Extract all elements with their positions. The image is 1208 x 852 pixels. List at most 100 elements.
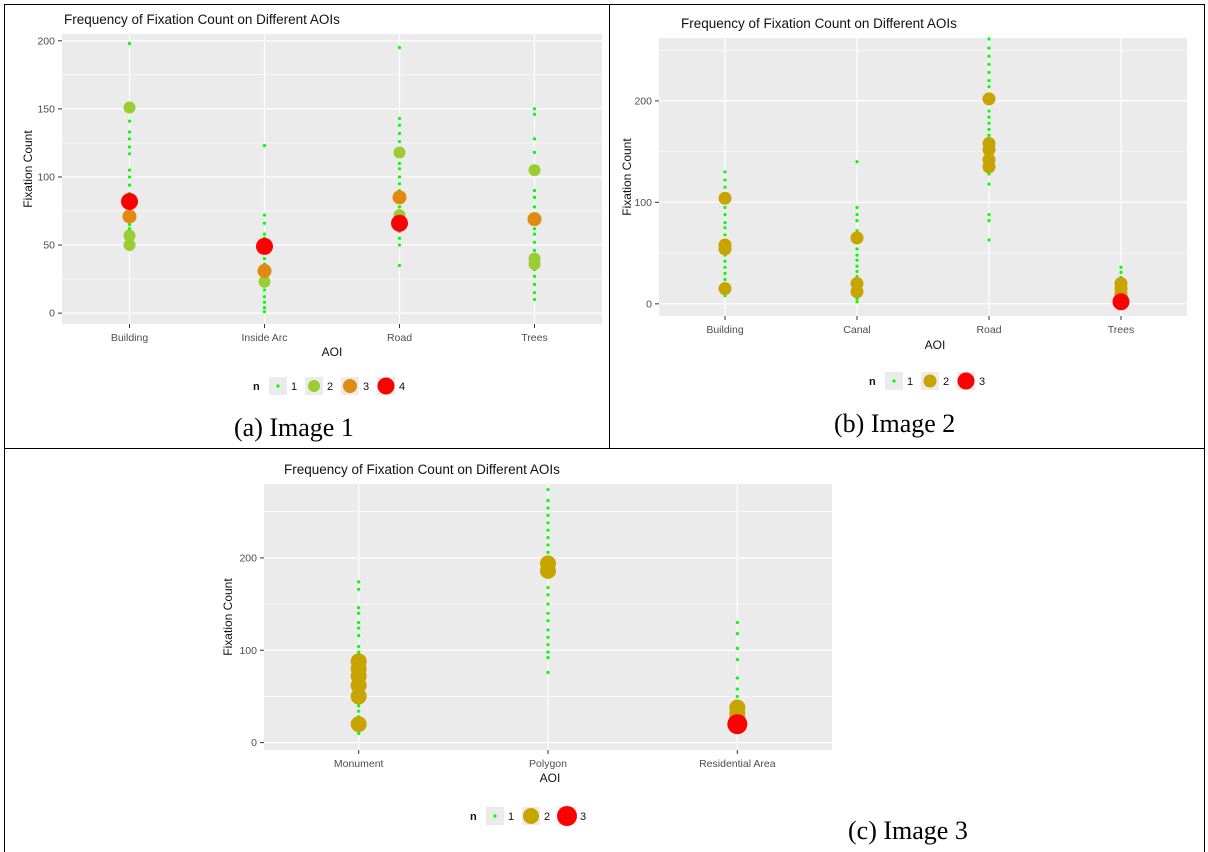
data-point bbox=[262, 221, 267, 225]
caption-image3: (c) Image 3 bbox=[848, 816, 968, 845]
x-tick-label: Trees bbox=[1108, 324, 1134, 336]
y-tick-label: 0 bbox=[49, 308, 55, 320]
data-point bbox=[723, 212, 727, 217]
data-point bbox=[723, 271, 727, 275]
data-point bbox=[987, 37, 991, 41]
data-point bbox=[123, 239, 136, 252]
legend-symbol bbox=[308, 380, 320, 392]
data-point bbox=[546, 650, 550, 654]
data-point bbox=[123, 101, 136, 114]
legend-symbol bbox=[957, 372, 975, 390]
data-point bbox=[532, 107, 537, 111]
legend-label: 3 bbox=[979, 376, 985, 388]
data-point bbox=[718, 282, 732, 296]
data-point bbox=[540, 562, 556, 579]
x-tick-label: Monument bbox=[334, 758, 384, 770]
data-point bbox=[546, 521, 550, 525]
data-point bbox=[546, 670, 550, 675]
data-point bbox=[397, 167, 402, 171]
data-point bbox=[855, 247, 859, 251]
data-point bbox=[723, 178, 727, 182]
data-point bbox=[546, 550, 550, 554]
data-point bbox=[262, 295, 267, 299]
data-point bbox=[532, 232, 537, 236]
x-tick-label: Residential Area bbox=[699, 758, 776, 770]
legend-title: n bbox=[869, 376, 876, 388]
plot-panel bbox=[659, 38, 1187, 316]
data-point bbox=[262, 300, 267, 304]
plot-panel bbox=[62, 34, 602, 324]
data-point bbox=[532, 150, 537, 155]
data-point bbox=[723, 265, 727, 269]
y-tick-label: 100 bbox=[37, 171, 55, 183]
data-point bbox=[546, 628, 550, 632]
data-point bbox=[532, 240, 537, 244]
data-point bbox=[987, 79, 991, 83]
data-point bbox=[258, 275, 271, 288]
data-point bbox=[357, 626, 361, 630]
data-point bbox=[727, 714, 748, 735]
data-point bbox=[1112, 293, 1130, 311]
data-point bbox=[397, 123, 402, 127]
data-point bbox=[397, 205, 402, 209]
chart-title: Frequency of Fixation Count on Different… bbox=[64, 12, 340, 27]
data-point bbox=[350, 716, 367, 733]
data-point bbox=[546, 593, 550, 597]
data-point bbox=[527, 212, 542, 227]
data-point bbox=[987, 54, 991, 58]
data-point bbox=[987, 182, 991, 186]
data-point bbox=[987, 121, 991, 125]
data-point bbox=[735, 620, 739, 625]
data-point bbox=[987, 109, 991, 113]
data-point bbox=[546, 635, 550, 639]
data-point bbox=[546, 487, 550, 492]
data-point bbox=[127, 223, 132, 227]
data-point bbox=[723, 185, 727, 189]
data-point bbox=[397, 263, 402, 268]
data-point bbox=[127, 41, 132, 46]
data-point bbox=[357, 633, 361, 638]
x-tick-label: Trees bbox=[521, 332, 547, 344]
data-point bbox=[357, 704, 361, 708]
data-point bbox=[397, 182, 402, 186]
data-point bbox=[397, 116, 402, 121]
data-point bbox=[546, 611, 550, 615]
data-point bbox=[982, 143, 996, 157]
data-point bbox=[850, 231, 864, 245]
y-axis-title: Fixation Count bbox=[221, 578, 235, 656]
data-point bbox=[532, 112, 537, 116]
data-point bbox=[262, 310, 267, 314]
data-point bbox=[723, 226, 727, 230]
data-point bbox=[357, 731, 361, 735]
x-axis-title: AOI bbox=[925, 338, 946, 352]
data-point bbox=[987, 46, 991, 50]
x-tick-label: Building bbox=[706, 324, 744, 336]
data-point bbox=[546, 535, 550, 540]
data-point bbox=[546, 499, 550, 503]
data-point bbox=[391, 214, 408, 232]
y-axis-title: Fixation Count bbox=[21, 130, 35, 208]
data-point bbox=[735, 646, 739, 651]
data-point bbox=[357, 606, 361, 610]
data-point bbox=[987, 115, 991, 119]
x-axis-title: AOI bbox=[322, 345, 343, 359]
data-point bbox=[987, 212, 991, 217]
data-point bbox=[982, 92, 996, 106]
data-point bbox=[987, 127, 991, 131]
chart-image1: Frequency of Fixation Count on Different… bbox=[21, 12, 602, 395]
data-point bbox=[262, 288, 267, 292]
data-point bbox=[735, 632, 739, 636]
data-point bbox=[546, 619, 550, 623]
data-point bbox=[735, 694, 739, 699]
data-point bbox=[723, 277, 727, 282]
data-point bbox=[528, 164, 541, 177]
x-tick-label: Road bbox=[976, 324, 1001, 336]
data-point bbox=[546, 528, 550, 532]
data-point bbox=[397, 161, 402, 165]
data-point bbox=[735, 676, 739, 680]
y-tick-label: 200 bbox=[239, 552, 257, 564]
legend-symbol bbox=[523, 808, 539, 824]
y-tick-label: 50 bbox=[43, 240, 55, 252]
data-point bbox=[723, 205, 727, 210]
caption-image1: (a) Image 1 bbox=[234, 413, 354, 442]
